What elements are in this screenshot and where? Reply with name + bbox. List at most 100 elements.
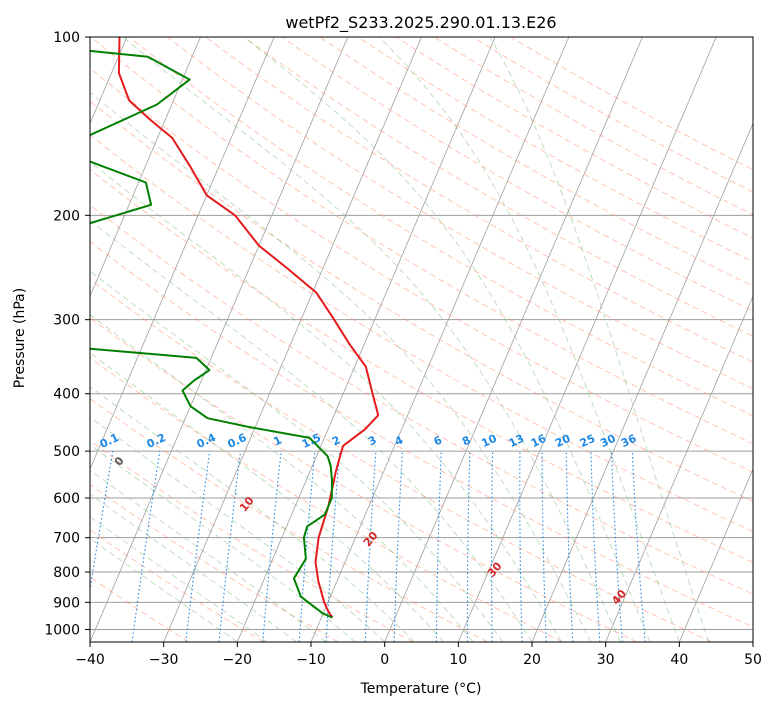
mixing-ratio-line [631, 451, 646, 642]
y-tick-label: 100 [53, 30, 80, 46]
mixing-ratio-label: 2 [330, 433, 342, 448]
mixing-ratio-label: 1 [271, 433, 283, 448]
isotherm-line [752, 640, 753, 642]
dry-adiabat-line [90, 134, 753, 533]
moist-adiabat-line [90, 386, 415, 642]
moist-adiabat-line [90, 220, 533, 642]
background-lines [90, 37, 753, 642]
dry-adiabat-line [510, 37, 753, 171]
mixing-ratio-label: 13 [507, 432, 526, 450]
isotherm-line [678, 468, 753, 642]
mixing-ratio-line [435, 451, 442, 642]
mixing-ratio-label: 3 [366, 433, 378, 448]
moist-adiabat-line [122, 37, 621, 642]
dry-adiabat-line [90, 100, 753, 503]
isotherm-line [90, 37, 201, 298]
data-series [90, 37, 380, 619]
y-tick-label: 1000 [44, 622, 80, 638]
mixing-ratio-line [185, 451, 211, 642]
dry-adiabat-line [90, 241, 753, 628]
dry-adiabat-line [90, 440, 414, 642]
x-tick-label: 10 [449, 652, 467, 668]
dry-adiabat-line [90, 397, 488, 642]
dry-adiabat-line [205, 37, 753, 363]
dry-adiabat-line [90, 278, 712, 642]
dry-adiabat-line [167, 37, 753, 390]
y-axis-title: Pressure (hPa) [12, 288, 28, 388]
dry-adiabat-line [90, 168, 753, 564]
moist-adiabat-line [243, 37, 651, 642]
mixing-ratio-line [298, 451, 316, 642]
mixing-ratio-label: 0.4 [195, 431, 218, 451]
x-tick-label: 50 [744, 652, 762, 668]
moist-adiabat-line [90, 537, 238, 642]
y-tick-label: 200 [53, 208, 80, 224]
moist-adiabat-line [90, 516, 268, 642]
chart-title: wetPf2_S233.2025.290.01.13.E26 [285, 13, 556, 33]
mixing-ratio-label: 20 [553, 432, 573, 450]
dry-adiabat-line [90, 204, 753, 595]
moist-adiabat-line [90, 161, 562, 642]
dry-adiabat-label: 0 [112, 454, 127, 468]
x-tick-label: −20 [223, 652, 253, 668]
dry-adiabat-line [129, 37, 753, 417]
mixing-ratio-label: 10 [479, 432, 499, 450]
mixing-ratio-label: 0.2 [145, 431, 168, 451]
dry-adiabat-line [90, 317, 638, 642]
x-tick-label: −40 [75, 652, 105, 668]
mixing-ratio-line [218, 451, 242, 642]
x-axis-title: Temperature (°C) [360, 681, 482, 697]
moist-adiabat-line [90, 444, 356, 642]
moist-adiabat-line [90, 469, 327, 642]
dry-adiabat-label: 40 [609, 587, 629, 607]
x-tick-label: −30 [149, 652, 179, 668]
dry-adiabat-line [90, 37, 753, 445]
dry-adiabat-line [281, 37, 753, 312]
mixing-ratio-label: 16 [529, 432, 549, 450]
mixing-ratio-label: 25 [578, 432, 597, 450]
x-tick-label: 0 [380, 652, 389, 668]
x-tick-label: 20 [523, 652, 541, 668]
mixing-ratio-line [131, 451, 161, 642]
dry-adiabat-label: 10 [237, 494, 257, 514]
isotherm-line [163, 37, 422, 642]
isotherm-line [90, 37, 349, 642]
mixing-ratio-label: 0.1 [98, 431, 121, 451]
y-tick-label: 800 [53, 565, 80, 581]
mixing-ratio-line [490, 451, 494, 642]
moist-adiabat-line [378, 37, 680, 642]
axes: −40 −30 −20 −10 0 10 20 30 40 5010009008007006005… [44, 30, 762, 668]
isotherm-line [384, 37, 643, 642]
moist-adiabat-line [90, 352, 444, 642]
y-tick-label: 300 [53, 313, 80, 329]
dry-adiabat-line [434, 37, 753, 216]
x-tick-label: −10 [296, 652, 326, 668]
dry-adiabat-label: 30 [485, 559, 505, 579]
dry-adiabat-line [357, 37, 753, 263]
mixing-ratio-label: 36 [619, 432, 639, 450]
moist-adiabat-line [489, 37, 710, 642]
mixing-ratio-line [590, 451, 601, 642]
plot-frame [89, 36, 754, 643]
mixing-ratio-line [565, 451, 574, 642]
mixing-ratio-line [90, 451, 114, 594]
mixing-ratio-line [519, 451, 523, 642]
isotherm-line [531, 122, 753, 642]
dry-adiabat-line [90, 356, 563, 642]
mixing-ratio-label: 30 [598, 432, 618, 450]
y-tick-label: 400 [53, 387, 80, 403]
temperature-profile-line [117, 37, 380, 619]
x-tick-label: 40 [670, 652, 688, 668]
isotherm-line [457, 37, 717, 642]
mixing-ratio-label: 0.6 [225, 431, 248, 451]
mixing-ratio-line [466, 451, 471, 642]
moist-adiabat-line [90, 416, 386, 642]
y-tick-label: 500 [53, 444, 80, 460]
dry-adiabat-line [90, 529, 264, 642]
moist-adiabat-line [90, 493, 297, 642]
isotherm-line [605, 295, 753, 642]
dry-adiabat-line [90, 484, 339, 642]
y-tick-label: 600 [53, 491, 80, 507]
isotherm-line [236, 37, 496, 642]
y-tick-label: 900 [53, 595, 80, 611]
